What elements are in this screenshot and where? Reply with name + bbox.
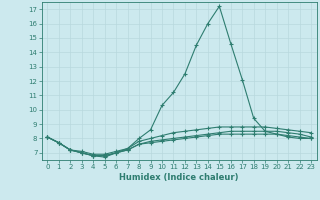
X-axis label: Humidex (Indice chaleur): Humidex (Indice chaleur) xyxy=(119,173,239,182)
